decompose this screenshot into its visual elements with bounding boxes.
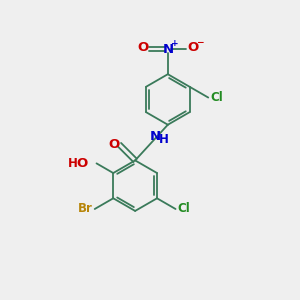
Text: +: + <box>171 39 178 48</box>
Text: O: O <box>187 41 198 54</box>
Text: H: H <box>159 133 169 146</box>
Text: N: N <box>162 43 173 56</box>
Text: O: O <box>137 41 148 54</box>
Text: O: O <box>76 157 88 170</box>
Text: −: − <box>196 38 203 47</box>
Text: Br: Br <box>78 202 93 215</box>
Text: H: H <box>68 157 78 170</box>
Text: O: O <box>108 138 120 151</box>
Text: N: N <box>150 130 161 143</box>
Text: Cl: Cl <box>178 202 190 215</box>
Text: Cl: Cl <box>210 91 223 104</box>
